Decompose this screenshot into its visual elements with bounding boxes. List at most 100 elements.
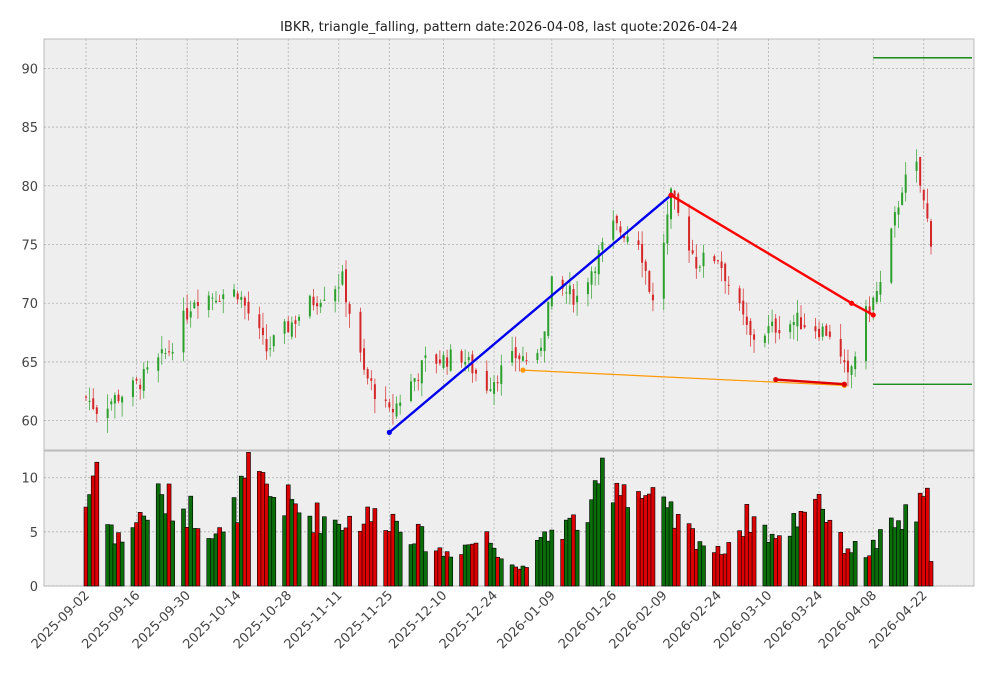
volume-bar <box>903 504 909 587</box>
candle-body <box>168 351 171 353</box>
candle-body <box>789 324 792 333</box>
candle-body <box>926 203 929 219</box>
volume-bar <box>726 542 732 587</box>
candle-body <box>695 256 698 269</box>
volume-bar <box>852 541 858 587</box>
volume-tick-label: 5 <box>30 526 38 541</box>
candle-body <box>720 261 723 269</box>
candle-body <box>500 365 503 384</box>
candle-body <box>298 316 301 321</box>
candle-body <box>879 282 882 295</box>
candle-body <box>818 328 821 338</box>
volume-bar <box>170 520 175 587</box>
candle-body <box>95 407 98 414</box>
candle-body <box>485 370 488 391</box>
candle-body <box>565 292 568 294</box>
pattern-point <box>668 192 674 198</box>
candle-body <box>637 240 640 245</box>
candle-body <box>157 357 160 371</box>
candle-body <box>901 192 904 206</box>
volume-bar <box>246 452 251 587</box>
price-tick-label: 85 <box>21 121 38 136</box>
candle-body <box>590 271 593 285</box>
candle-body <box>666 214 669 244</box>
candle-body <box>930 221 932 247</box>
pattern-point <box>848 300 855 306</box>
candle-body <box>388 402 391 408</box>
candle-body <box>612 220 615 240</box>
candle-body <box>540 347 542 351</box>
candle-body <box>171 351 174 354</box>
candle-body <box>514 347 517 359</box>
candle-body <box>294 320 297 324</box>
candle-body <box>763 335 766 343</box>
candle-body <box>196 302 199 306</box>
candle-body <box>641 244 644 263</box>
candle-body <box>117 394 120 402</box>
candle-body <box>670 188 672 220</box>
candle-body <box>753 334 756 340</box>
candle-body <box>164 353 167 355</box>
candle-body <box>366 369 369 379</box>
candle-body <box>131 380 134 398</box>
candle-body <box>521 356 524 361</box>
volume-bar <box>650 487 656 587</box>
candle-body <box>651 294 654 301</box>
candle-body <box>698 266 701 268</box>
candle-body <box>825 325 828 336</box>
candle-body <box>193 302 196 309</box>
candle-body <box>742 300 745 315</box>
pattern-lines <box>386 57 972 435</box>
candle-body <box>648 271 651 292</box>
volume-bar <box>145 519 150 587</box>
candle-body <box>417 379 420 381</box>
candle-body <box>597 250 600 275</box>
candle-body <box>243 297 246 306</box>
candle-body <box>449 349 452 371</box>
volume-bar <box>498 558 504 587</box>
candle-body <box>341 271 344 285</box>
candle-body <box>713 256 716 262</box>
candle-body <box>290 322 293 337</box>
candle-body <box>915 161 918 171</box>
candle-body <box>771 321 774 327</box>
volume-bar <box>675 514 681 587</box>
date-tick-label: 2026-01-09 <box>495 588 559 652</box>
volume-tick-label: 10 <box>21 472 38 487</box>
volume-bar <box>473 542 479 587</box>
pattern-line-lower <box>522 369 845 387</box>
candle-body <box>601 242 604 250</box>
volume-bar <box>322 516 327 587</box>
price-tick-label: 65 <box>21 356 38 371</box>
candle-body <box>518 355 521 360</box>
candle-body <box>796 312 799 327</box>
candle-body <box>872 297 875 311</box>
candle-body <box>215 300 217 303</box>
candle-body <box>615 215 618 224</box>
candle-body <box>691 250 694 254</box>
candle-body <box>893 212 896 226</box>
chart-title: IBKR, triangle_falling, pattern date:202… <box>280 20 738 35</box>
candle-body <box>464 361 467 365</box>
candle-body <box>922 189 925 201</box>
candle-body <box>493 382 496 394</box>
candle-body <box>240 296 243 300</box>
volume-bar <box>119 541 125 587</box>
candle-body <box>716 260 719 262</box>
candle-body <box>345 269 347 303</box>
pattern-line-lower-short <box>775 378 845 386</box>
price-tick-label: 60 <box>21 415 38 430</box>
candle-body <box>420 360 423 384</box>
candle-body <box>399 402 402 406</box>
candle-body <box>850 366 853 375</box>
candle-body <box>724 263 727 282</box>
candle-body <box>373 384 376 400</box>
candle-body <box>460 351 463 363</box>
candle-body <box>146 367 149 370</box>
price-tick-label: 70 <box>21 297 38 312</box>
candle-body <box>258 314 261 329</box>
candle-body <box>814 326 817 332</box>
candle-body <box>525 360 528 362</box>
volume-bar <box>777 535 782 587</box>
pattern-point <box>841 381 847 387</box>
